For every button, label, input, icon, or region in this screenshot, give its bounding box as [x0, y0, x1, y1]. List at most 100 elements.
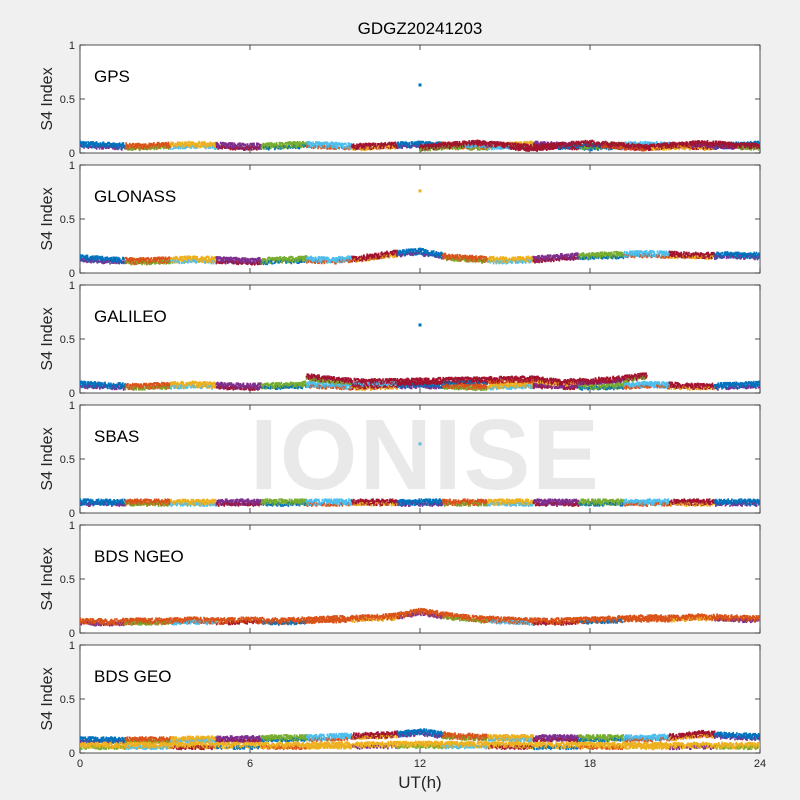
data-point	[454, 145, 457, 148]
data-point	[462, 146, 465, 149]
data-point	[270, 145, 273, 148]
data-point	[593, 148, 596, 151]
data-point	[414, 141, 417, 144]
data-point	[166, 259, 169, 262]
data-point	[502, 143, 504, 147]
data-point	[100, 147, 103, 150]
data-point	[358, 143, 361, 147]
data-point	[478, 148, 481, 151]
data-point	[286, 141, 289, 145]
data-point	[699, 146, 702, 149]
data-point	[567, 146, 569, 149]
data-point	[498, 146, 500, 149]
data-point	[582, 145, 584, 148]
data-point	[183, 145, 185, 149]
data-point	[408, 143, 411, 146]
data-point	[449, 143, 451, 146]
data-point	[308, 142, 311, 146]
data-point	[106, 146, 108, 149]
data-point	[317, 147, 319, 150]
data-point	[460, 145, 463, 149]
data-point	[364, 149, 366, 152]
data-point	[374, 142, 377, 146]
data-point	[491, 141, 493, 144]
data-point	[432, 143, 434, 146]
data-point	[259, 145, 261, 148]
data-point	[101, 146, 104, 149]
data-point	[120, 143, 123, 146]
data-point	[546, 147, 549, 151]
chart-title: GDGZ20241203	[358, 19, 483, 38]
data-point	[495, 145, 497, 148]
data-point	[312, 141, 314, 144]
data-point	[273, 143, 276, 146]
data-point	[308, 145, 311, 148]
data-point	[612, 142, 615, 146]
data-point	[641, 144, 643, 148]
data-point	[168, 256, 171, 259]
data-point	[244, 143, 247, 147]
data-point	[347, 144, 350, 148]
data-point	[730, 141, 733, 144]
data-point	[719, 142, 722, 145]
data-point	[189, 145, 192, 149]
data-point	[547, 142, 550, 145]
data-point	[162, 144, 164, 147]
data-point	[124, 260, 127, 263]
data-point	[626, 148, 628, 151]
data-point	[205, 147, 207, 150]
y-tick-label: 0.5	[60, 214, 75, 226]
data-point	[341, 145, 344, 148]
data-point	[593, 146, 596, 150]
data-point	[132, 148, 134, 151]
data-point	[485, 147, 488, 150]
data-point	[159, 145, 161, 148]
data-point	[477, 147, 480, 150]
data-point	[331, 145, 333, 149]
data-point	[154, 262, 156, 265]
data-point	[602, 140, 604, 144]
data-point	[689, 148, 691, 151]
data-point	[479, 145, 482, 148]
data-point	[642, 143, 644, 146]
data-point	[106, 259, 108, 262]
data-point	[592, 143, 595, 146]
data-point	[539, 141, 542, 144]
data-point	[355, 147, 358, 151]
data-point	[200, 141, 203, 144]
data-point	[161, 257, 163, 261]
data-point	[137, 259, 140, 263]
data-point	[617, 144, 620, 147]
data-point	[538, 142, 540, 146]
data-point	[161, 142, 163, 145]
data-point	[350, 146, 353, 149]
data-point	[268, 148, 270, 151]
data-point	[177, 143, 179, 146]
data-point	[378, 148, 381, 151]
data-point	[92, 257, 94, 261]
data-point	[689, 140, 692, 144]
data-point	[642, 141, 645, 145]
data-point	[185, 142, 188, 146]
data-point	[316, 144, 319, 148]
data-point	[592, 140, 595, 143]
data-point	[208, 147, 210, 150]
data-point	[473, 147, 475, 150]
data-point	[392, 144, 394, 147]
data-point	[661, 144, 663, 148]
data-point	[213, 143, 216, 146]
data-point	[81, 258, 84, 261]
data-point	[349, 147, 352, 150]
data-point	[636, 145, 639, 149]
data-point	[87, 142, 90, 145]
data-point	[141, 263, 143, 266]
data-point	[730, 142, 733, 146]
data-point	[548, 144, 551, 147]
data-point	[99, 257, 102, 260]
data-point	[122, 142, 125, 145]
data-point	[117, 261, 119, 264]
data-point	[522, 146, 525, 149]
data-point	[575, 142, 577, 145]
data-point	[90, 141, 93, 144]
data-point	[156, 257, 158, 260]
